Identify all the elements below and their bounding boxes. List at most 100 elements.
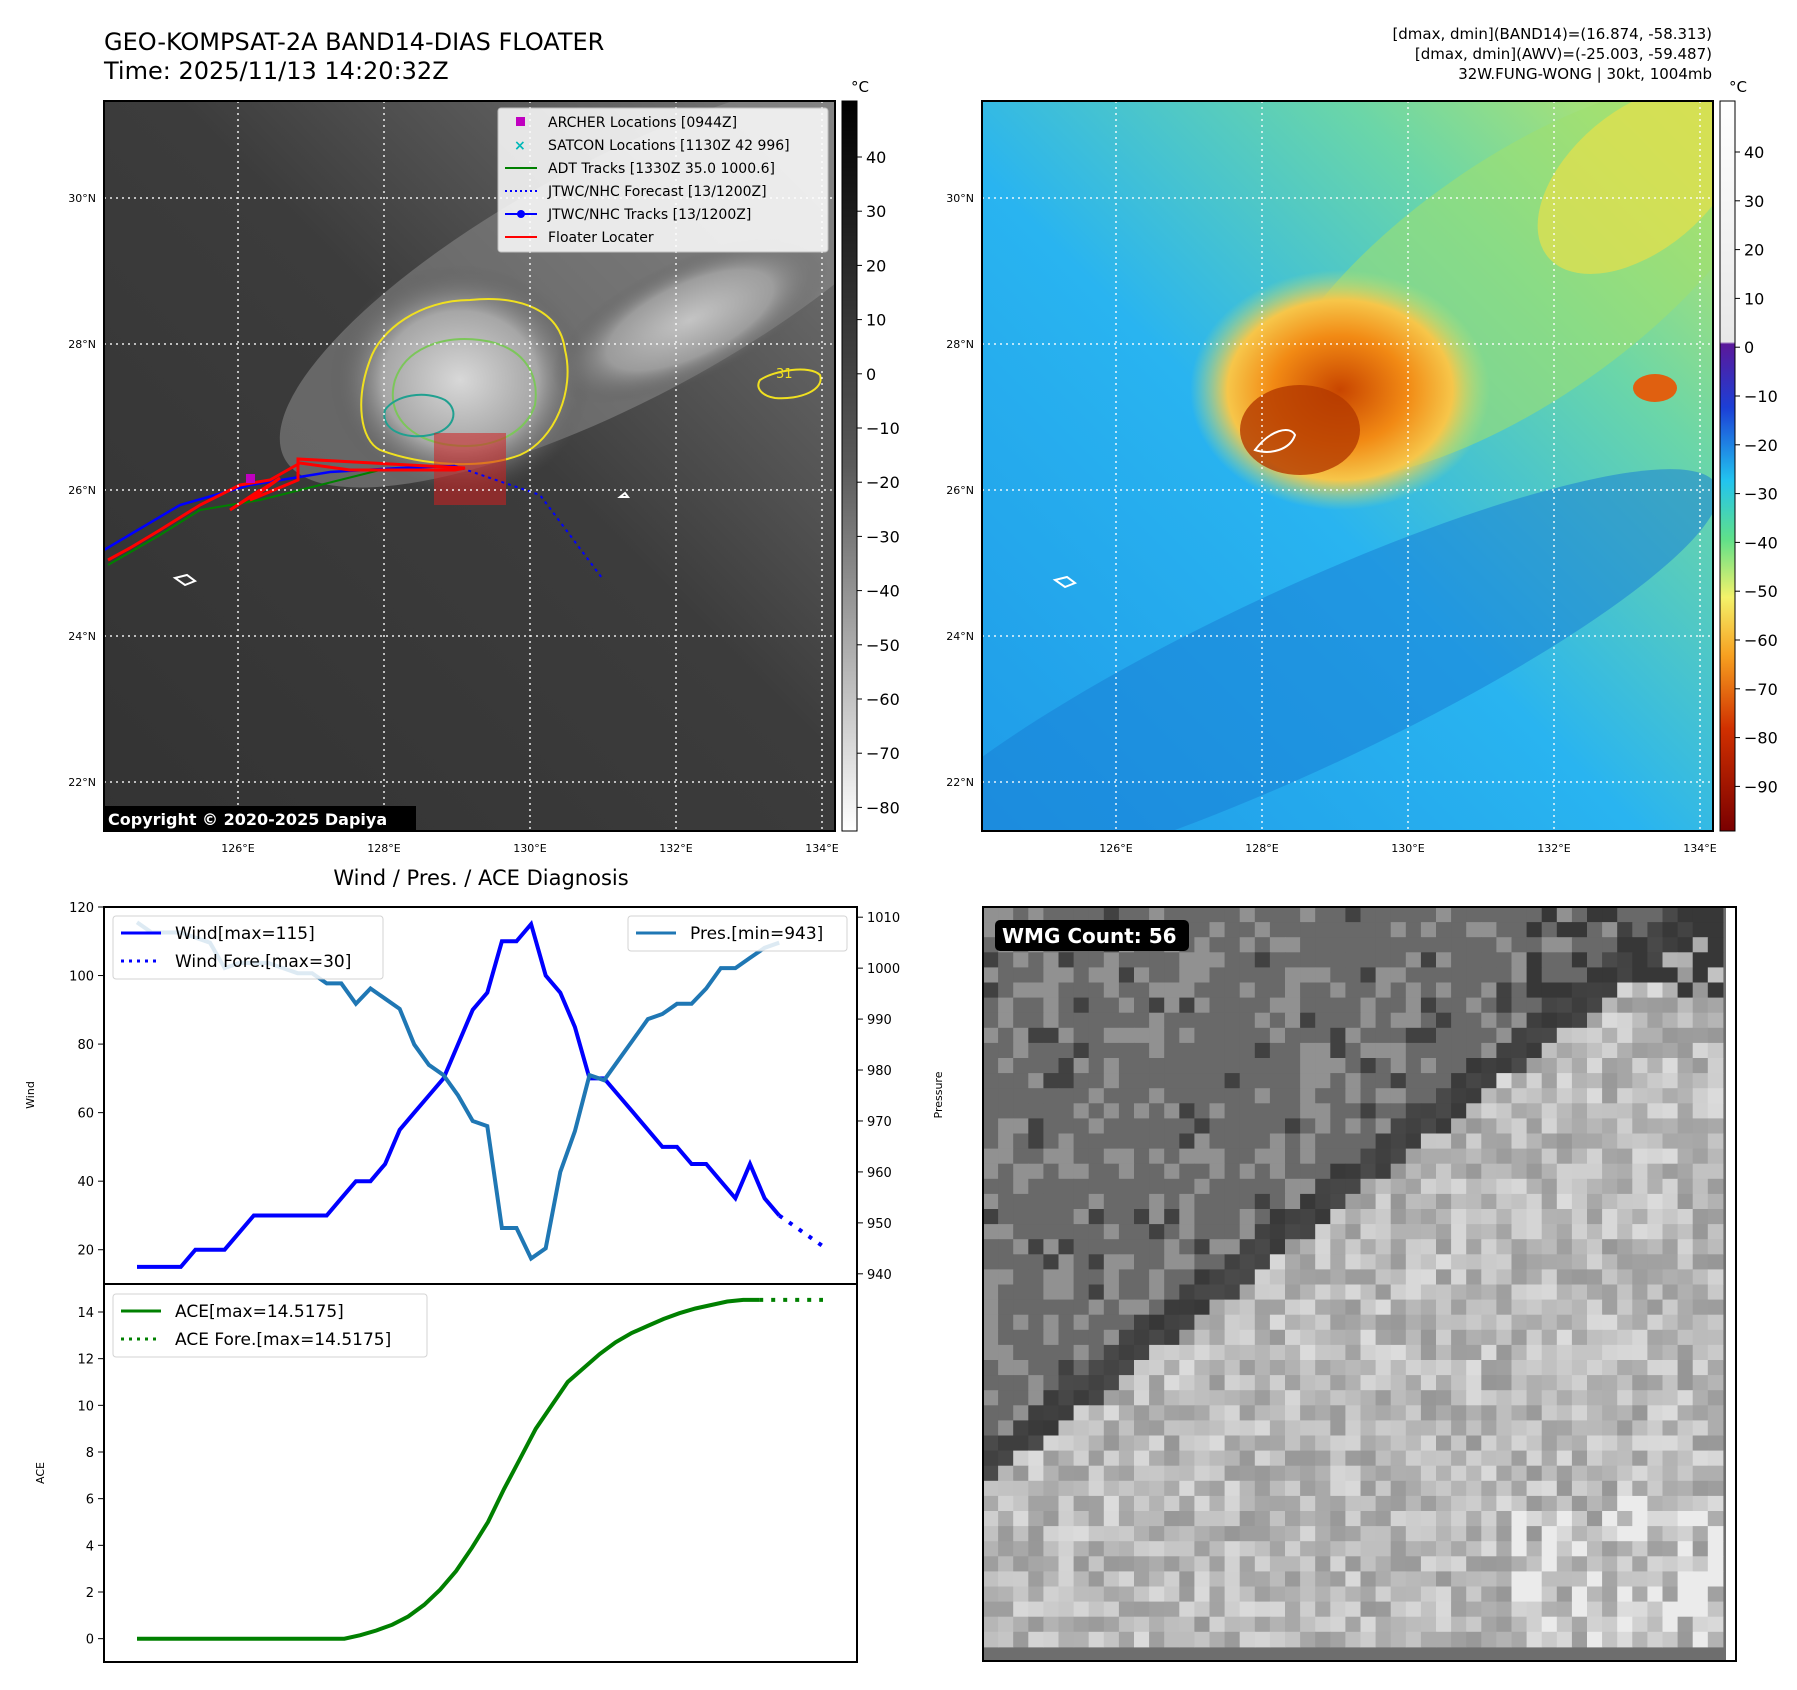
wmg-cell <box>1239 1465 1256 1482</box>
wmg-cell <box>1496 1435 1512 1452</box>
wmg-cell <box>1466 1118 1482 1134</box>
wmg-cell <box>1073 1148 1090 1165</box>
wmg-cell <box>1677 1586 1694 1603</box>
wmg-cell <box>1043 1616 1059 1633</box>
wmg-cell <box>1420 1269 1437 1285</box>
wmg-cell <box>1239 1058 1256 1074</box>
wmg-cell <box>983 1058 999 1074</box>
wmg-cell <box>998 1435 1014 1452</box>
wmg-cell <box>1028 997 1044 1014</box>
wmg-cell <box>1118 1405 1135 1421</box>
wmg-cell <box>1602 1435 1618 1452</box>
wmg-cell <box>1556 1118 1573 1134</box>
wmg-cell <box>1209 997 1226 1014</box>
wmg-cell <box>1360 1224 1377 1240</box>
wmg-cell <box>1692 952 1709 968</box>
wmg-cell <box>1420 1526 1437 1542</box>
colorbar-tick-label: 30 <box>1744 192 1764 211</box>
wmg-cell <box>1617 1073 1633 1089</box>
wmg-cell <box>1043 1480 1059 1497</box>
wmg-cell <box>1662 1405 1679 1421</box>
wmg-cell <box>1466 1148 1482 1165</box>
wmg-cell <box>1239 907 1256 923</box>
wmg-cell <box>1224 1314 1241 1331</box>
wmg-cell <box>1269 1133 1286 1150</box>
wmg-cell <box>1315 1284 1331 1301</box>
wmg-cell <box>1073 1465 1090 1482</box>
wmg-cell <box>983 1390 999 1406</box>
wmg-cell <box>1451 1541 1467 1557</box>
wmg-cell <box>1360 1556 1377 1572</box>
wmg-cell <box>1239 1480 1256 1497</box>
wmg-cell <box>1647 1088 1663 1104</box>
wmg-cell <box>1526 1239 1543 1255</box>
wmg-cell <box>1028 1511 1044 1527</box>
wmg-cell <box>1707 1224 1724 1240</box>
wmg-cell <box>1118 1284 1135 1301</box>
colorbar-tick-label: −50 <box>1744 582 1778 601</box>
wmg-cell <box>1511 997 1528 1014</box>
wmg-cell <box>1073 1163 1090 1180</box>
wmg-cell <box>1647 1526 1663 1542</box>
wmg-cell <box>1360 1571 1377 1587</box>
wmg-cell <box>1632 922 1648 938</box>
wmg-cell <box>1707 1148 1724 1165</box>
wmg-cell <box>1194 952 1210 968</box>
wmg-cell <box>1224 1193 1241 1210</box>
wmg-cell <box>1390 1571 1407 1587</box>
wmg-cell <box>1164 1601 1180 1618</box>
wmg-cell <box>983 1495 999 1512</box>
wmg-cell <box>1420 1299 1437 1316</box>
wmg-cell <box>1511 1269 1528 1285</box>
wmg-cell <box>1088 907 1105 923</box>
wmg-cell <box>1194 1058 1210 1074</box>
wmg-cell <box>1602 952 1618 968</box>
wmg-cell <box>1541 937 1558 953</box>
wmg-cell <box>1300 922 1316 938</box>
wmg-cell <box>1315 1526 1331 1542</box>
wmg-cell <box>1692 1586 1709 1603</box>
wmg-cell <box>1239 1329 1256 1346</box>
wmg-cell <box>1677 1329 1694 1346</box>
wmg-cell <box>1269 1254 1286 1270</box>
wmg-cell <box>1405 1526 1422 1542</box>
wmg-cell <box>1345 1375 1361 1391</box>
wmg-cell <box>1541 1133 1558 1150</box>
wmg-cell <box>1511 1360 1528 1376</box>
wmg-cell <box>1179 1148 1195 1165</box>
wmg-cell <box>1224 1103 1241 1119</box>
wmg-cell <box>1420 1465 1437 1482</box>
wmg-cell <box>1134 967 1150 983</box>
wmg-cell <box>1541 1012 1558 1029</box>
wmg-cell <box>1617 1329 1633 1346</box>
wmg-cell <box>1496 1616 1512 1633</box>
wmg-cell <box>1541 1073 1558 1089</box>
wmg-cell <box>1164 1390 1180 1406</box>
wmg-cell <box>1617 1541 1633 1557</box>
wmg-cell <box>1269 1631 1286 1648</box>
wmg-cell <box>1420 1224 1437 1240</box>
wmg-cell <box>1058 1042 1075 1059</box>
wmg-cell <box>1526 1631 1543 1648</box>
wmg-cell <box>1571 1103 1588 1119</box>
wmg-cell <box>1360 1480 1377 1497</box>
wmg-cell <box>1662 937 1679 953</box>
wmg-cell <box>1662 922 1679 938</box>
wmg-cell <box>1118 1465 1135 1482</box>
wmg-cell <box>1617 1254 1633 1270</box>
wmg-cell <box>1556 1027 1573 1044</box>
wmg-cell <box>1662 1148 1679 1165</box>
wmg-cell <box>1043 1329 1059 1346</box>
wmg-cell <box>1632 1314 1648 1331</box>
wmg-cell <box>1194 1526 1210 1542</box>
wmg-cell <box>1315 907 1331 923</box>
ace-legend-box <box>112 1293 428 1358</box>
wmg-cell <box>1375 1390 1392 1406</box>
wmg-cell <box>1707 1541 1724 1557</box>
wmg-cell <box>1073 1526 1090 1542</box>
tracks-legend-dot <box>517 210 525 218</box>
wmg-cell <box>1315 1586 1331 1603</box>
wmg-cell <box>1707 1465 1724 1482</box>
wmg-cell <box>1526 937 1543 953</box>
